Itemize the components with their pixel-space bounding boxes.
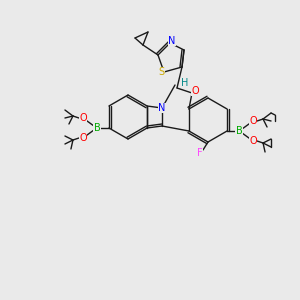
Text: O: O <box>79 133 87 143</box>
Text: F: F <box>197 148 203 158</box>
Text: O: O <box>79 113 87 123</box>
Text: B: B <box>94 123 100 133</box>
Text: N: N <box>158 103 166 113</box>
Text: N: N <box>168 36 176 46</box>
Text: B: B <box>236 126 242 136</box>
Text: O: O <box>191 86 199 96</box>
Text: O: O <box>249 136 257 146</box>
Text: S: S <box>158 67 164 77</box>
Text: O: O <box>249 116 257 126</box>
Text: H: H <box>181 78 189 88</box>
